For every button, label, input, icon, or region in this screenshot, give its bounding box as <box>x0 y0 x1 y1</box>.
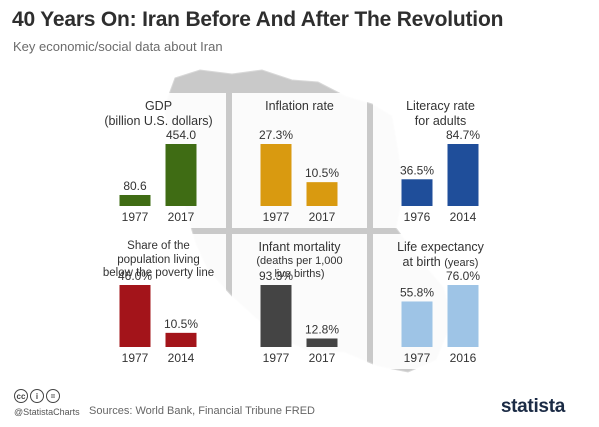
panel-title-line: below the poverty line <box>102 267 215 279</box>
x-tick-label: 2016 <box>450 351 477 365</box>
license-icons: cc i = <box>14 389 60 403</box>
x-tick-label: 2014 <box>168 351 195 365</box>
bar-2014 <box>447 144 479 206</box>
panel-title-line-wrap: at birth (years) <box>373 255 508 270</box>
data-label: 27.3% <box>259 128 293 142</box>
panel-title: GDP (billion U.S. dollars) <box>91 99 226 129</box>
panel-title-line: Literacy rate <box>406 99 475 113</box>
x-tick-label: 1977 <box>122 210 149 224</box>
x-tick-label: 1977 <box>263 351 290 365</box>
cc-icon: cc <box>14 389 28 403</box>
data-label: 46.0% <box>118 269 152 283</box>
panel-inflation: Inflation rate 27.3% 1977 10.5% 2017 <box>232 93 367 228</box>
data-label: 93.3% <box>259 269 293 283</box>
chart-subtitle: Key economic/social data about Iran <box>13 39 223 54</box>
attribution-icon: i <box>30 389 44 403</box>
panel-title: Infant mortality (deaths per 1,000 live … <box>232 240 367 280</box>
panel-infant-mortality: Infant mortality (deaths per 1,000 live … <box>232 234 367 369</box>
panel-title: Inflation rate <box>232 99 367 114</box>
data-label: 10.5% <box>164 317 198 331</box>
data-label: 36.5% <box>400 163 434 177</box>
panel-title-line: population living <box>117 253 200 266</box>
x-tick-label: 1977 <box>122 351 149 365</box>
panel-title-line: Infant mortality <box>258 240 341 254</box>
panel-title: Literacy rate for adults <box>373 99 508 129</box>
bar-2017 <box>306 338 338 347</box>
bar-1977 <box>119 194 151 206</box>
data-label: 454.0 <box>166 128 196 142</box>
panel-title-line: for adults <box>414 114 467 128</box>
bar-2014 <box>165 332 197 347</box>
x-tick-label: 1976 <box>404 210 431 224</box>
x-tick-label: 2017 <box>168 210 195 224</box>
chart-life-expectancy: 55.8% 1977 76.0% 2016 <box>400 269 480 365</box>
panel-title-line: GDP <box>144 99 173 113</box>
panel-title: Life expectancy at birth (years) <box>373 240 508 270</box>
panel-gdp: GDP (billion U.S. dollars) 80.6 1977 454.0… <box>91 93 226 228</box>
panel-title-suffix: (years) <box>444 257 479 269</box>
panel-life-expectancy: Life expectancy at birth (years) 55.8% 19… <box>373 234 508 369</box>
panel-title-line: (billion U.S. dollars) <box>104 114 213 128</box>
data-label: 84.7% <box>446 128 480 142</box>
chart-gdp: 80.6 1977 454.0 2017 <box>119 128 197 224</box>
chart-poverty: 46.0% 1977 10.5% 2014 <box>118 269 198 365</box>
data-label: 12.8% <box>305 322 339 336</box>
bar-1977 <box>260 144 292 206</box>
social-handle: @StatistaCharts <box>14 407 80 417</box>
x-tick-label: 1977 <box>263 210 290 224</box>
no-derivatives-icon: = <box>46 389 60 403</box>
chart-title: 40 Years On: Iran Before And After The R… <box>12 8 504 31</box>
panel-title-line: at birth <box>402 255 441 269</box>
sources-note: Sources: World Bank, Financial Tribune F… <box>89 405 315 417</box>
data-label: 10.5% <box>305 166 339 180</box>
panel-title-line: Share of the <box>127 240 190 252</box>
panel-poverty: Share of the population living below the… <box>91 234 226 369</box>
chart-inflation: 27.3% 1977 10.5% 2017 <box>259 128 339 224</box>
data-label: 55.8% <box>400 285 434 299</box>
panel-title-line: Inflation rate <box>265 99 334 113</box>
bar-1977 <box>401 301 433 347</box>
x-tick-label: 1977 <box>404 351 431 365</box>
data-label: 76.0% <box>446 269 480 283</box>
statista-logo[interactable]: statista <box>500 396 565 417</box>
panel-title-line: Life expectancy <box>397 240 484 254</box>
bar-1977 <box>260 285 292 347</box>
panel-literacy: Literacy rate for adults 36.5% 1976 84.7% 2… <box>373 93 508 228</box>
x-tick-label: 2014 <box>450 210 477 224</box>
bar-1977 <box>119 285 151 347</box>
bar-2017 <box>306 182 338 206</box>
panel-subtitle-line: (deaths per 1,000 <box>256 255 343 267</box>
x-tick-label: 2017 <box>309 210 336 224</box>
panel-title: Share of the population living below the… <box>91 240 226 281</box>
bar-2016 <box>447 285 479 347</box>
panel-subtitle-line: live births) <box>274 267 325 280</box>
bar-2017 <box>165 144 197 206</box>
data-label: 80.6 <box>123 179 147 193</box>
bar-1976 <box>401 179 433 206</box>
chart-infant-mortality: 93.3% 1977 12.8% 2017 <box>259 269 339 365</box>
chart-literacy: 36.5% 1976 84.7% 2014 <box>400 128 480 224</box>
x-tick-label: 2017 <box>309 351 336 365</box>
